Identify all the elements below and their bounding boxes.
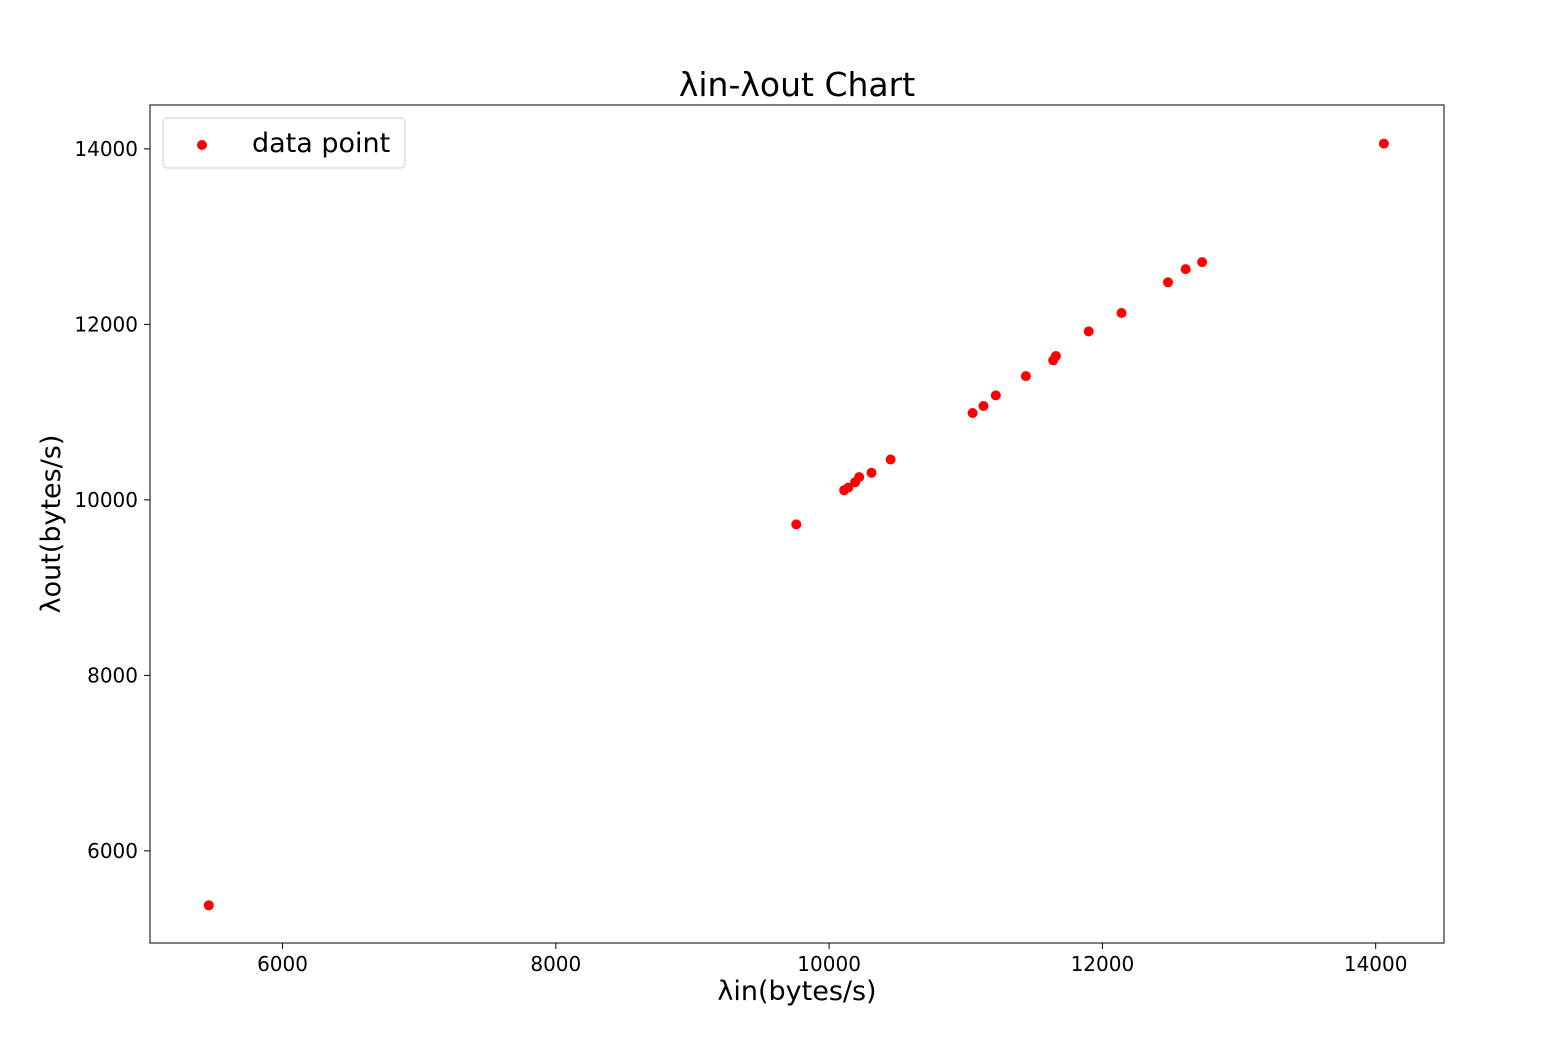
x-tick-label: 12000: [1071, 952, 1135, 976]
data-point: [866, 467, 877, 478]
data-point: [1083, 326, 1094, 337]
data-point: [1020, 371, 1031, 382]
data-point: [1163, 277, 1173, 288]
data-point: [1378, 138, 1389, 149]
data-point: [1180, 264, 1191, 275]
data-point: [843, 482, 854, 493]
y-tick-label: 12000: [74, 312, 138, 336]
y-axis-ticks: 6000 8000 10000 12000 14000: [74, 137, 150, 863]
plot-area-frame: [149, 104, 1445, 944]
y-tick-label: 10000: [74, 488, 138, 512]
data-point: [990, 390, 1001, 401]
data-point: [791, 519, 802, 530]
x-axis-label: λin(bytes/s): [717, 976, 876, 1007]
legend-label: data point: [252, 128, 390, 159]
data-point: [854, 472, 865, 483]
data-point: [1050, 351, 1061, 361]
legend-marker: [197, 140, 207, 150]
x-tick-label: 6000: [257, 952, 308, 976]
legend-box: [162, 117, 406, 169]
x-tick-label: 14000: [1344, 952, 1408, 976]
data-point: [203, 900, 214, 911]
data-point: [978, 401, 989, 411]
chart-title: λin-λout Chart: [679, 65, 915, 104]
legend: data point: [162, 117, 406, 169]
y-tick-label: 14000: [74, 137, 138, 161]
x-axis-ticks: 6000 8000 10000 12000 14000: [257, 943, 1407, 976]
y-tick-label: 6000: [87, 839, 138, 863]
y-tick-label: 8000: [87, 663, 138, 687]
x-tick-label: 8000: [530, 952, 581, 976]
data-point: [1197, 257, 1208, 268]
data-point: [1116, 308, 1127, 318]
y-axis-label: λout(bytes/s): [36, 435, 67, 614]
points-layer: [203, 138, 1389, 911]
x-tick-label: 10000: [797, 952, 861, 976]
data-point: [885, 454, 896, 465]
data-point: [967, 408, 978, 418]
